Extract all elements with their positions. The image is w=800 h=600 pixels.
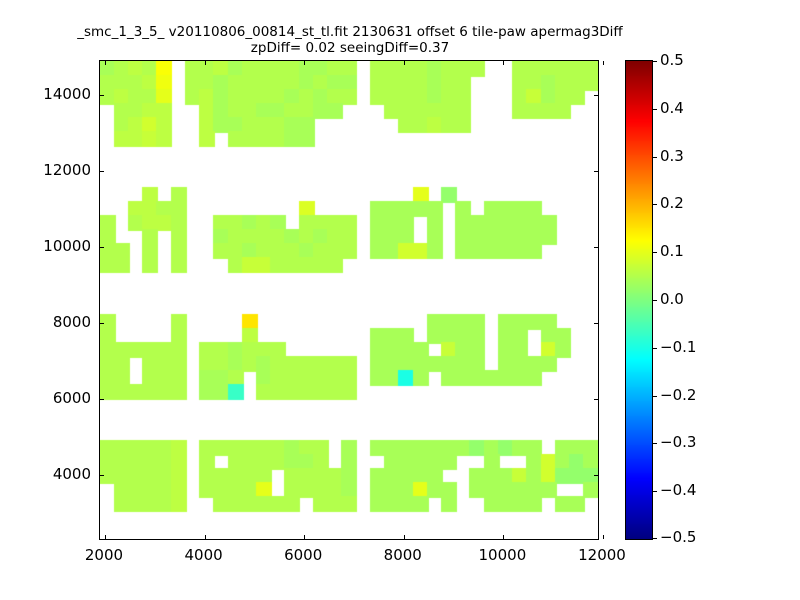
y-ticklabel: 14000 [43,85,91,104]
colorbar-ticklabel: 0.0 [660,290,684,308]
colorbar-tick [653,204,657,206]
x-tick-bottom [602,535,604,539]
x-tick-bottom [403,535,405,539]
colorbar-ticklabel: 0.4 [660,98,684,117]
y-tick-right [594,95,598,97]
x-ticklabel: 6000 [284,546,323,564]
colorbar [625,60,657,540]
colorbar-tick [653,108,657,110]
colorbar-ticklabel: −0.5 [660,528,697,546]
colorbar-tick [653,252,657,254]
y-ticklabel: 4000 [52,464,91,483]
y-tick-left [100,95,104,97]
colorbar-ticklabel: 0.3 [660,146,684,165]
colorbar-ticklabel: 0.2 [660,194,684,213]
x-tick-top [602,61,604,65]
title-line-primary: _smc_1_3_5_ v20110806_00814_st_tl.fit 21… [77,24,623,40]
x-tick-top [104,61,106,65]
x-ticklabel: 4000 [184,546,223,564]
colorbar-ticklabel: −0.1 [660,337,697,356]
colorbar-tick [653,156,657,158]
figure-title: _smc_1_3_5_ v20110806_00814_st_tl.fit 21… [0,24,700,56]
y-tick-left [100,474,104,476]
y-ticklabel: 8000 [52,312,91,331]
x-ticklabel: 2000 [84,546,124,564]
colorbar-tick [653,491,657,493]
y-tick-right [594,171,598,173]
colorbar-tick [653,395,657,397]
x-ticklabel: 12000 [578,546,626,564]
x-tick-top [403,61,405,65]
y-tick-left [100,246,104,248]
y-tick-right [594,246,598,248]
colorbar-tick [653,538,657,539]
y-ticklabel: 6000 [52,388,91,407]
colorbar-ticklabel: 0.5 [660,51,684,69]
heatmap-image [100,61,598,539]
x-tick-bottom [304,535,306,539]
x-tick-bottom [104,535,106,539]
x-ticklabel: 10000 [478,546,527,564]
y-ticklabel: 10000 [43,236,91,255]
y-ticklabel: 12000 [43,161,91,180]
colorbar-ticklabel: −0.4 [660,481,697,500]
colorbar-gradient [626,61,652,539]
x-tick-top [304,61,306,65]
x-ticklabel: 8000 [383,546,422,564]
colorbar-tick [653,61,657,62]
y-tick-right [594,398,598,400]
colorbar-tick [653,300,657,301]
x-tick-top [503,61,505,65]
x-tick-bottom [503,535,505,539]
y-tick-left [100,398,104,400]
colorbar-tick [653,443,657,445]
colorbar-ticklabel: −0.3 [660,433,697,452]
x-tick-bottom [204,535,206,539]
plot-axes [99,60,604,540]
title-line-secondary: zpDiff= 0.02 seeingDiff=0.37 [250,40,450,56]
y-tick-left [100,171,104,173]
x-tick-top [204,61,206,65]
colorbar-ticklabel: 0.1 [660,242,684,261]
y-tick-left [100,322,104,324]
colorbar-ticklabel: −0.2 [660,385,697,404]
y-tick-right [594,474,598,476]
y-tick-right [594,322,598,324]
colorbar-tick [653,347,657,349]
